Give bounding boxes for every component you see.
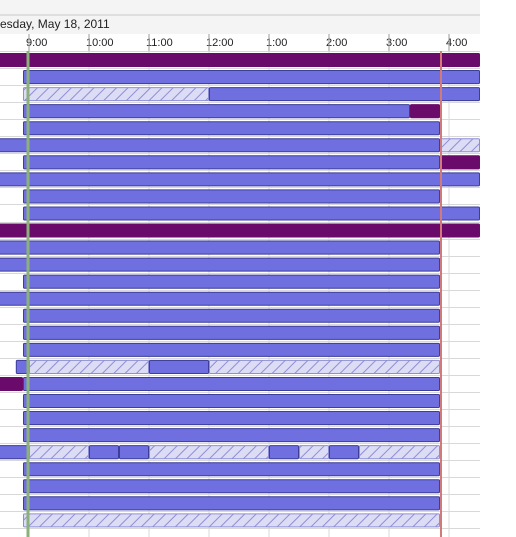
busy-block[interactable] [23, 104, 410, 119]
busy-block[interactable] [23, 206, 480, 221]
busy-block[interactable] [0, 291, 440, 306]
attendee-row [23, 496, 440, 511]
time-axis: 9:00 10:00 11:00 12:00 1:00 2:00 3:00 4:00 [26, 37, 467, 49]
busy-block[interactable] [23, 308, 440, 323]
busy-block[interactable] [269, 445, 299, 460]
attendee-row [23, 411, 440, 426]
busy-block[interactable] [23, 496, 440, 511]
busy-block[interactable] [23, 462, 440, 477]
time-label: 11:00 [146, 37, 173, 49]
tentative-block[interactable] [149, 445, 269, 460]
busy-block[interactable] [23, 189, 440, 204]
time-label: 4:00 [446, 37, 467, 49]
tentative-block[interactable] [29, 359, 149, 374]
attendee-row [0, 138, 480, 153]
busy-block[interactable] [23, 376, 440, 392]
attendee-row [23, 394, 440, 409]
time-label: 2:00 [326, 37, 347, 49]
busy-block[interactable] [329, 445, 359, 460]
busy-block[interactable] [0, 257, 440, 272]
busy-block[interactable] [23, 394, 440, 409]
attendee-row [23, 462, 440, 477]
attendee-row [23, 325, 440, 340]
busy-block[interactable] [23, 479, 440, 494]
busy-block[interactable] [23, 411, 440, 426]
busy-block[interactable] [23, 428, 440, 443]
tentative-block[interactable] [299, 445, 329, 460]
attendee-row [0, 240, 440, 255]
tentative-block[interactable] [29, 445, 89, 460]
out-of-office-block[interactable] [410, 104, 440, 119]
attendee-row [0, 257, 440, 272]
busy-block[interactable] [149, 359, 209, 374]
busy-block[interactable] [23, 342, 440, 357]
attendee-row [23, 104, 440, 119]
attendee-row [23, 428, 440, 443]
attendee-row [23, 513, 440, 528]
busy-block[interactable] [23, 121, 440, 136]
busy-block[interactable] [23, 274, 440, 289]
out-of-office-block[interactable] [440, 155, 480, 170]
attendee-row [0, 376, 440, 392]
time-label: 1:00 [266, 37, 287, 49]
attendee-row [0, 53, 480, 68]
tentative-block[interactable] [23, 87, 209, 102]
attendee-row [0, 445, 440, 460]
busy-block[interactable] [0, 138, 440, 153]
attendee-row [23, 189, 440, 204]
attendee-row [0, 291, 440, 306]
attendee-row [23, 87, 480, 102]
attendee-rows [0, 53, 480, 528]
busy-block[interactable] [89, 445, 119, 460]
time-label: 9:00 [26, 37, 47, 49]
time-label: 3:00 [386, 37, 407, 49]
attendee-row [23, 155, 480, 170]
tentative-block[interactable] [359, 445, 440, 460]
attendee-row [0, 223, 480, 238]
busy-block[interactable] [119, 445, 149, 460]
attendee-row [23, 342, 440, 357]
busy-block[interactable] [209, 87, 480, 102]
attendee-row [23, 274, 440, 289]
busy-block[interactable] [23, 70, 480, 85]
tentative-block[interactable] [209, 359, 440, 374]
busy-block[interactable] [0, 445, 29, 460]
time-label: 12:00 [206, 37, 234, 49]
attendee-row [23, 70, 480, 85]
busy-block[interactable] [0, 240, 440, 255]
busy-block[interactable] [0, 172, 480, 187]
tentative-block[interactable] [440, 138, 480, 153]
attendee-row [23, 206, 480, 221]
attendee-row [23, 479, 440, 494]
busy-block[interactable] [23, 155, 440, 170]
out-of-office-block[interactable] [0, 53, 480, 68]
attendee-row [0, 172, 480, 187]
date-label: esday, May 18, 2011 [0, 17, 110, 31]
tentative-block[interactable] [23, 513, 440, 528]
out-of-office-block[interactable] [0, 223, 480, 238]
header-bar [0, 0, 480, 34]
attendee-row [23, 308, 440, 323]
out-of-office-block[interactable] [0, 376, 23, 391]
attendee-row [15, 359, 440, 374]
attendee-row [23, 121, 440, 136]
busy-block[interactable] [23, 325, 440, 340]
time-label: 10:00 [86, 37, 114, 49]
